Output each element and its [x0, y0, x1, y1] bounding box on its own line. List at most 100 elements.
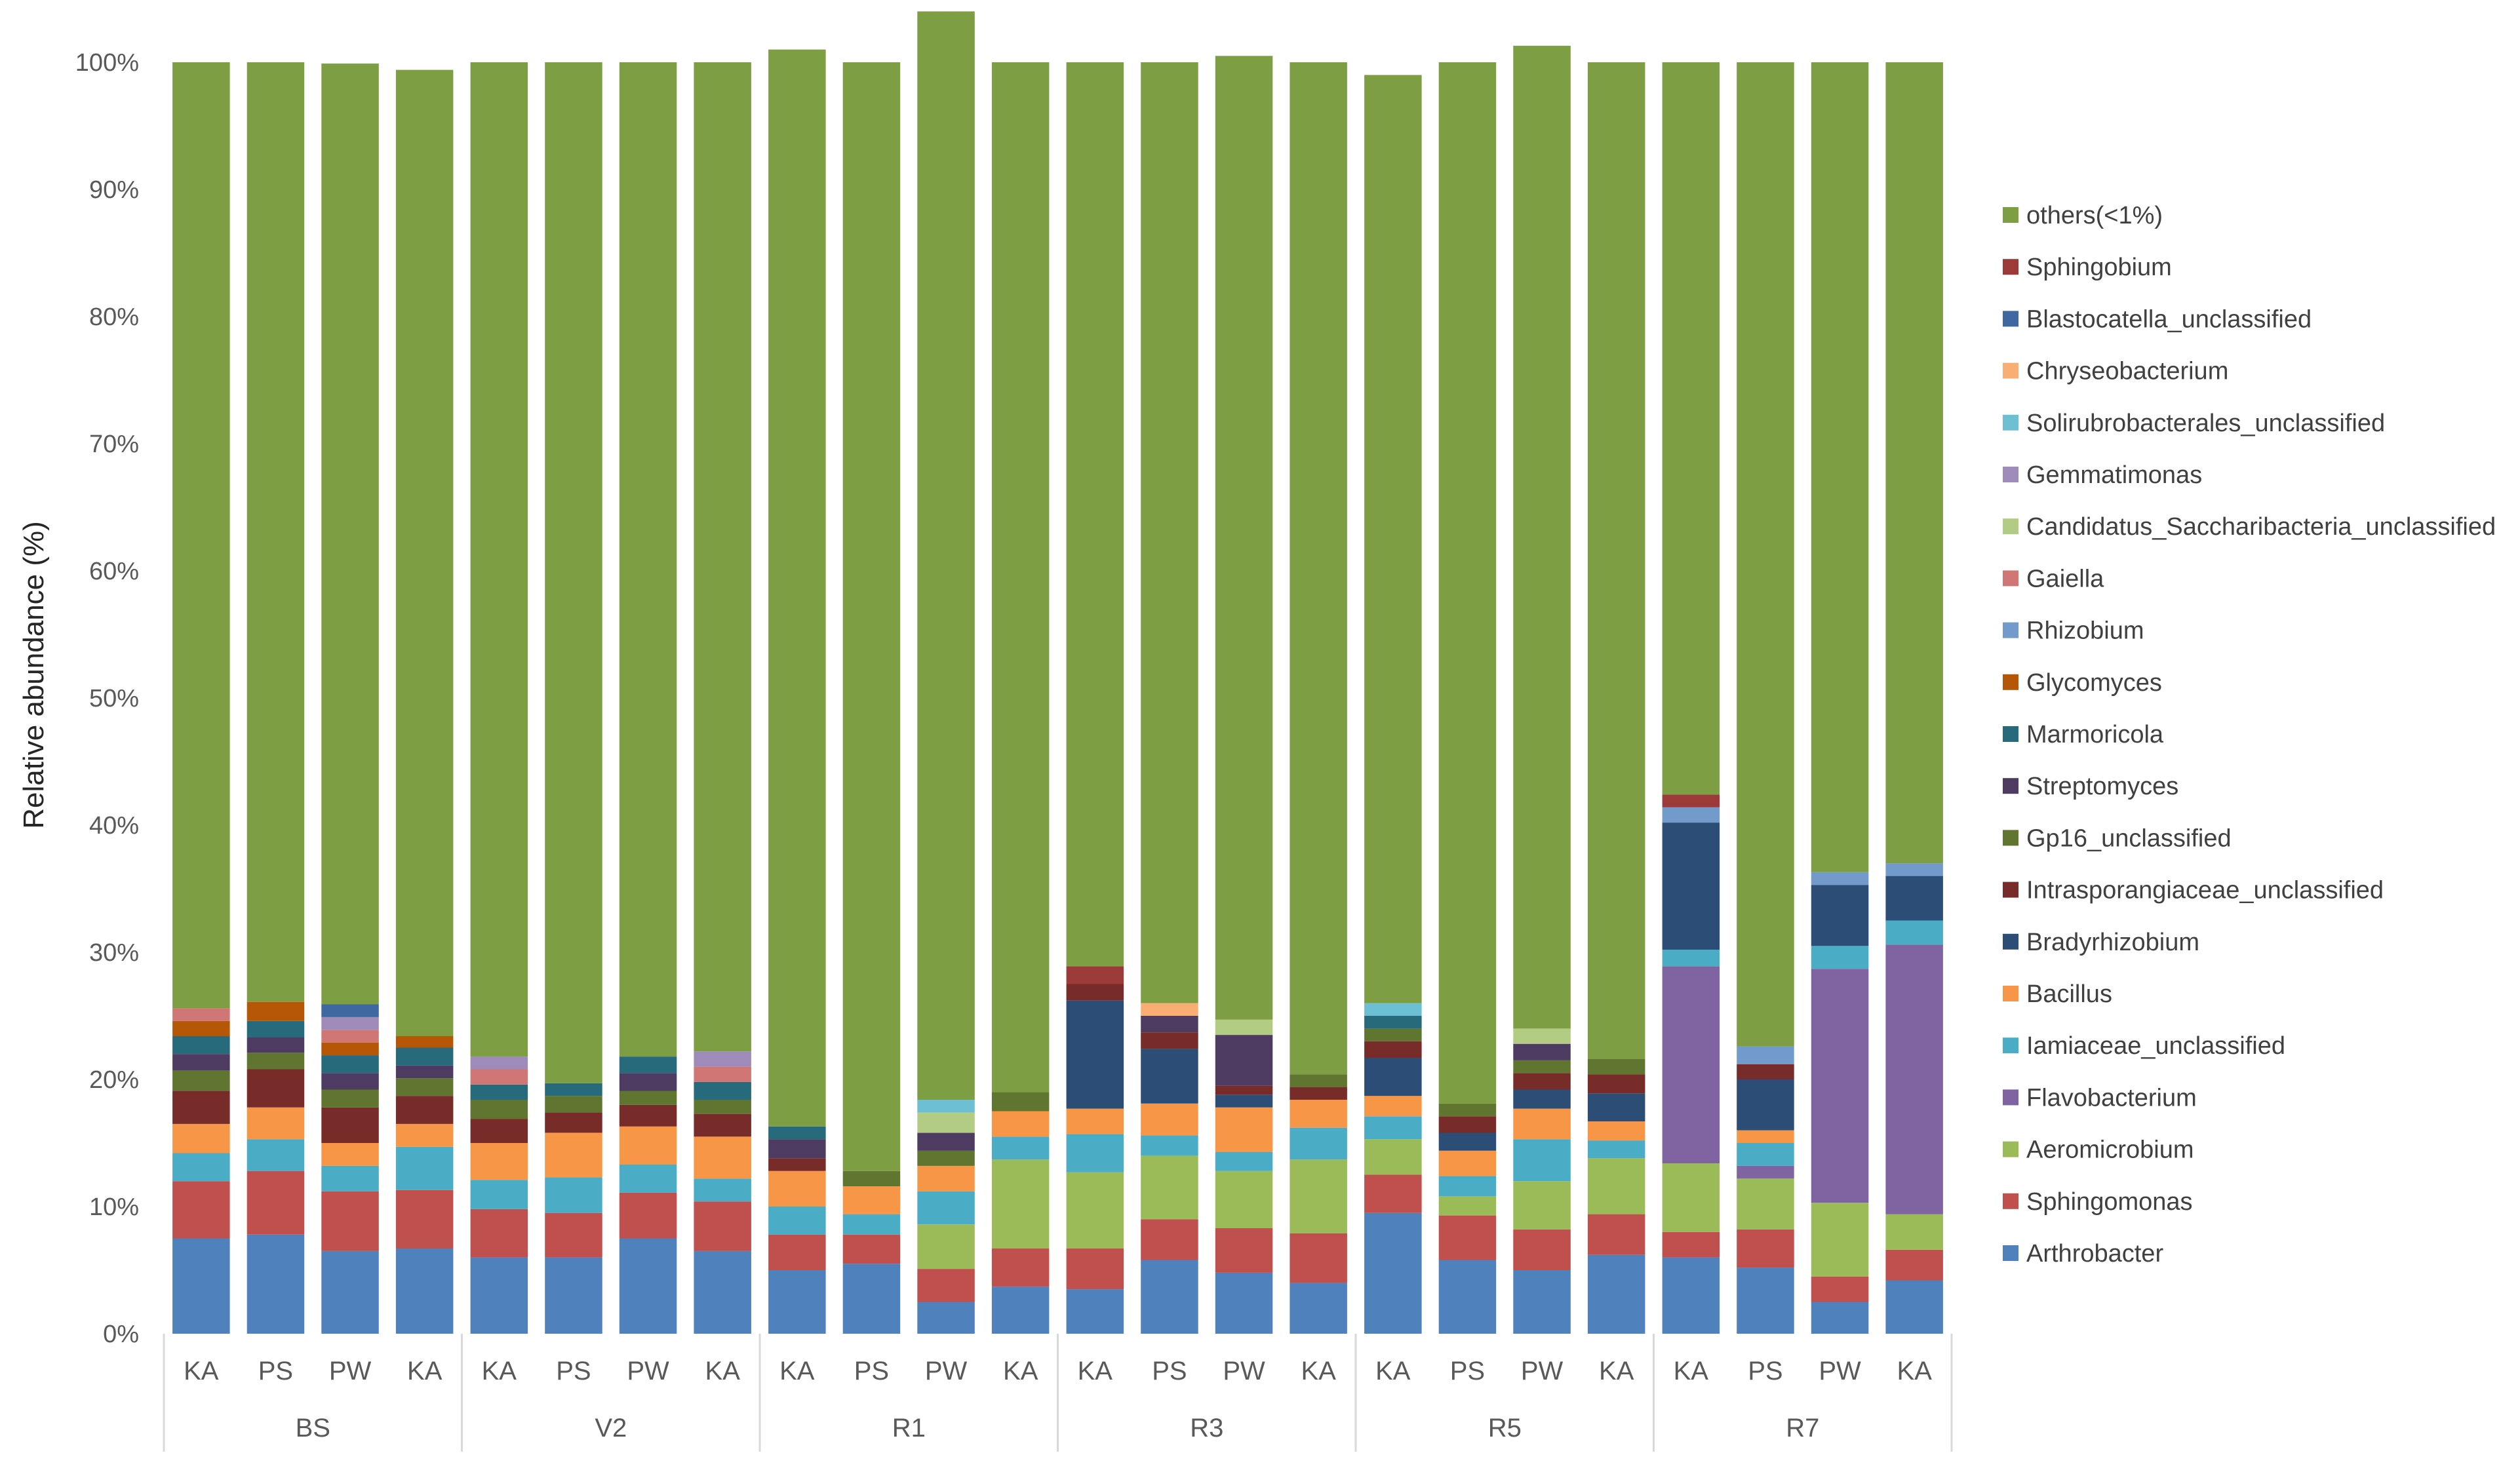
bar-segment [1811, 969, 1869, 1203]
bar-segment [246, 1053, 305, 1070]
legend-swatch [2003, 467, 2018, 482]
bar-segment [842, 1186, 901, 1214]
bar-segment [545, 1133, 602, 1178]
bar-segment [1215, 1035, 1273, 1086]
y-tick-label: 100% [75, 49, 139, 77]
bar-segment [545, 1257, 602, 1334]
bar-segment [1290, 62, 1347, 1075]
bar-segment [694, 1178, 751, 1202]
x-tick-label: KA [1897, 1357, 1933, 1385]
legend-swatch [2003, 311, 2018, 327]
bar-segment [694, 62, 751, 1052]
y-tick-label: 50% [89, 685, 139, 712]
legend-swatch [2003, 674, 2018, 690]
legend-label: Bacillus [2026, 980, 2112, 1008]
x-tick-label: KA [705, 1357, 741, 1385]
legend-swatch [2003, 726, 2018, 742]
bar-segment [1513, 1060, 1571, 1074]
bar-segment [1737, 1079, 1794, 1131]
bar-segment [768, 1234, 826, 1270]
bar-segment [1364, 1096, 1422, 1117]
legend-swatch [2003, 414, 2018, 431]
bar-segment [321, 1107, 379, 1143]
bar-segment [470, 1119, 528, 1143]
legend-label: Solirubrobacterales_unclassified [2026, 410, 2385, 437]
group-label: R1 [892, 1414, 926, 1443]
bar-segment [172, 1054, 230, 1071]
bar-segment [694, 1081, 751, 1100]
bar-segment [1885, 944, 1943, 1214]
legend-label: Intrasporangiaceae_unclassified [2026, 877, 2384, 904]
bar-segment [1066, 62, 1124, 967]
bar-segment [1737, 1178, 1794, 1230]
x-tick-label: PW [925, 1357, 968, 1385]
bar-segment [1215, 1107, 1273, 1152]
bar-segment [694, 1051, 751, 1067]
bar-segment [694, 1100, 751, 1114]
bar-segment [768, 1171, 826, 1207]
x-tick-label: KA [1003, 1357, 1038, 1385]
x-tick-label: PS [1152, 1357, 1187, 1385]
group-label: R7 [1786, 1414, 1819, 1443]
bar-segment [619, 1126, 677, 1165]
bar-segment [1587, 1121, 1645, 1141]
bar-segment [1066, 1172, 1124, 1249]
bar-segment [172, 1238, 230, 1334]
bar-segment [1811, 62, 1869, 872]
bar-segment [694, 1201, 751, 1251]
bar-segment [172, 1036, 230, 1055]
bar-segment [1662, 1231, 1720, 1258]
bar-segment [1662, 1163, 1720, 1232]
bar-segment [172, 1181, 230, 1239]
legend-label: Chryseobacterium [2026, 358, 2228, 385]
bar-segment [470, 1257, 528, 1334]
bar-segment [1587, 1059, 1645, 1075]
bar-segment [321, 1143, 379, 1166]
bar-segment [1737, 62, 1794, 1047]
bar-segment [172, 1070, 230, 1091]
bar-segment [172, 1020, 230, 1037]
bar-segment [991, 1136, 1050, 1160]
bar-segment [545, 1083, 602, 1096]
bar-segment [1885, 1280, 1943, 1334]
bar-segment [1215, 1272, 1273, 1334]
bar-segment [172, 1123, 230, 1153]
legend-swatch [2003, 1037, 2018, 1054]
legend-swatch [2003, 830, 2018, 846]
bar-segment [246, 1001, 305, 1021]
bar-segment [321, 1055, 379, 1074]
bar-segment [321, 63, 379, 1005]
legend-label: Iamiaceae_unclassified [2026, 1032, 2285, 1060]
bar-segment [1141, 1016, 1198, 1033]
bar-segment [246, 1139, 305, 1171]
bar-segment [917, 1165, 975, 1191]
bar-segment [1364, 75, 1422, 1003]
group-label: R5 [1488, 1414, 1522, 1443]
bar-segment [545, 1112, 602, 1133]
bar-segment [1662, 950, 1720, 967]
y-tick-label: 40% [89, 812, 139, 840]
bar-segment [1290, 1100, 1347, 1128]
bar-segment [768, 1270, 826, 1334]
bar-segment [246, 1234, 305, 1334]
legend-swatch [2003, 362, 2018, 379]
bar-segment [1885, 1250, 1943, 1281]
bar-segment [1885, 876, 1943, 921]
bar-segment [1215, 56, 1273, 1020]
bar-segment [1513, 1108, 1571, 1140]
y-tick-label: 70% [89, 431, 139, 458]
bar-segment [1513, 1028, 1571, 1044]
bar-segment [1141, 1032, 1198, 1049]
bar-segment [1141, 1135, 1198, 1156]
bar-segment [1885, 920, 1943, 945]
bar-segment [545, 1177, 602, 1213]
bar-segment [1811, 946, 1869, 969]
bar-segment [1141, 1003, 1198, 1016]
legend-label: others(<1%) [2026, 202, 2163, 229]
bar-segment [991, 1287, 1050, 1334]
bar-segment [842, 1264, 901, 1334]
y-tick-label: 20% [89, 1066, 139, 1094]
bar-segment [545, 62, 602, 1083]
legend-label: Gaiella [2026, 565, 2104, 592]
